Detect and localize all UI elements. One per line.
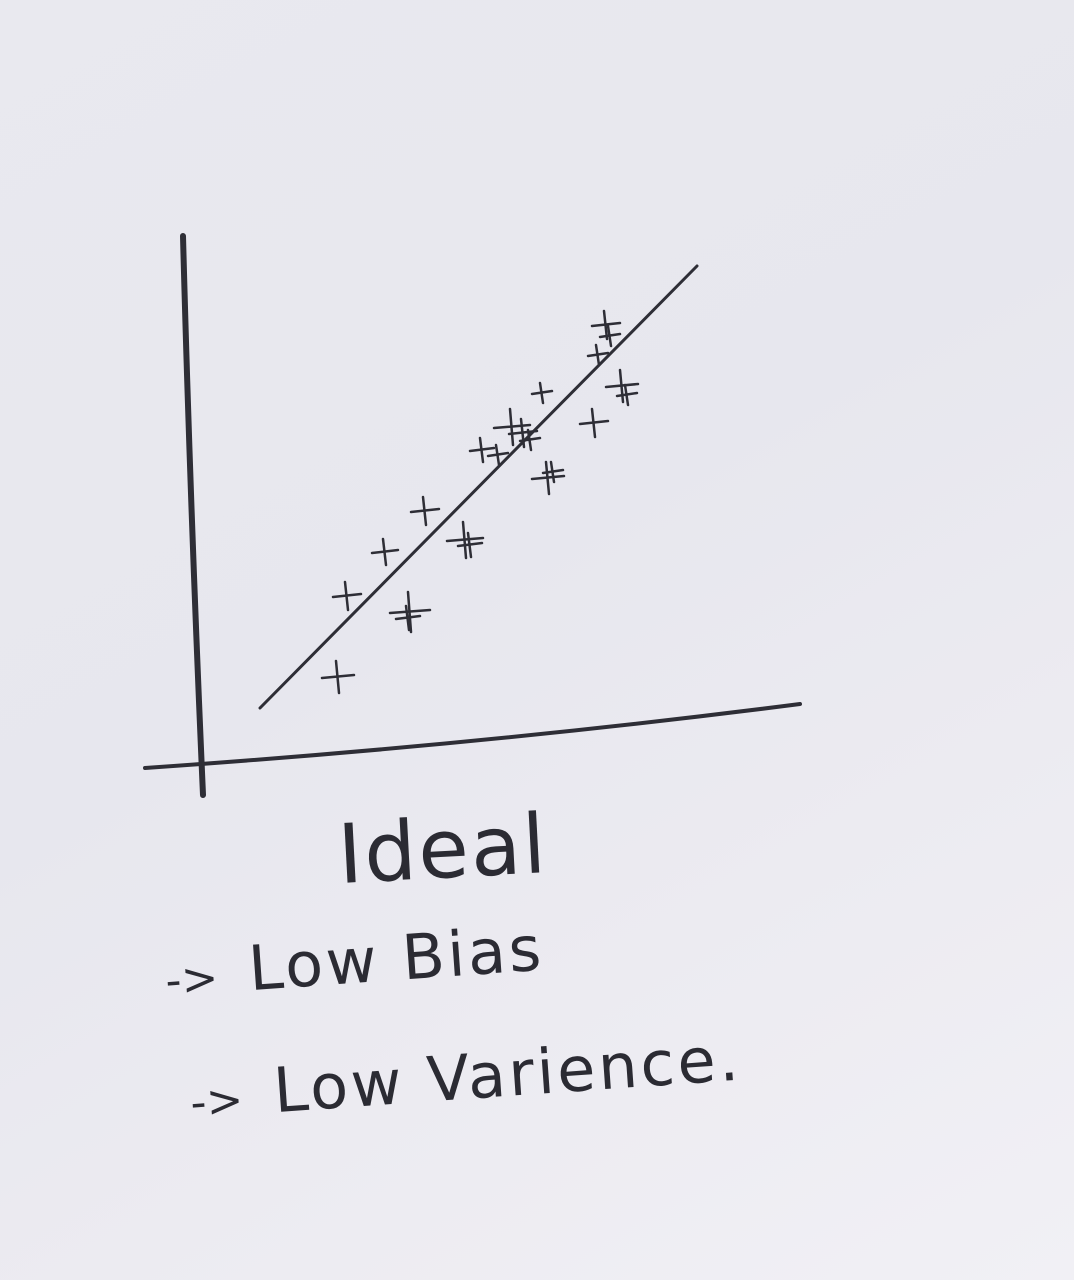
data-point-plus-icon	[445, 520, 485, 560]
data-point-plus-icon	[530, 381, 554, 405]
data-point-plus-icon	[409, 495, 441, 527]
data-point-plus-icon	[486, 443, 510, 467]
data-point-plus-icon	[388, 590, 432, 634]
data-point-plus-icon	[320, 659, 356, 695]
data-point-plus-icon	[615, 383, 639, 407]
data-point-plus-icon	[331, 580, 363, 612]
fit-line	[258, 264, 699, 710]
data-point-plus-icon	[541, 460, 565, 484]
data-point-plus-icon	[507, 417, 539, 449]
data-point-plus-icon	[394, 604, 422, 632]
arrow-icon: ->	[163, 952, 220, 1007]
data-point-plus-icon	[586, 343, 610, 367]
data-point-plus-icon	[578, 407, 610, 439]
data-point-plus-icon	[604, 368, 640, 404]
data-point-plus-icon	[492, 407, 532, 447]
data-point-plus-icon	[530, 460, 566, 496]
data-point-plus-icon	[468, 436, 496, 464]
data-point-plus-icon	[590, 309, 622, 341]
data-point-plus-icon	[598, 324, 622, 348]
x-axis	[143, 702, 802, 770]
data-point-plus-icon	[370, 537, 400, 567]
diagram-title: Ideal	[335, 797, 550, 903]
data-points	[320, 309, 640, 695]
arrow-icon: ->	[188, 1074, 245, 1129]
y-axis	[180, 233, 206, 798]
data-point-plus-icon	[518, 428, 542, 452]
data-point-plus-icon	[456, 531, 484, 559]
